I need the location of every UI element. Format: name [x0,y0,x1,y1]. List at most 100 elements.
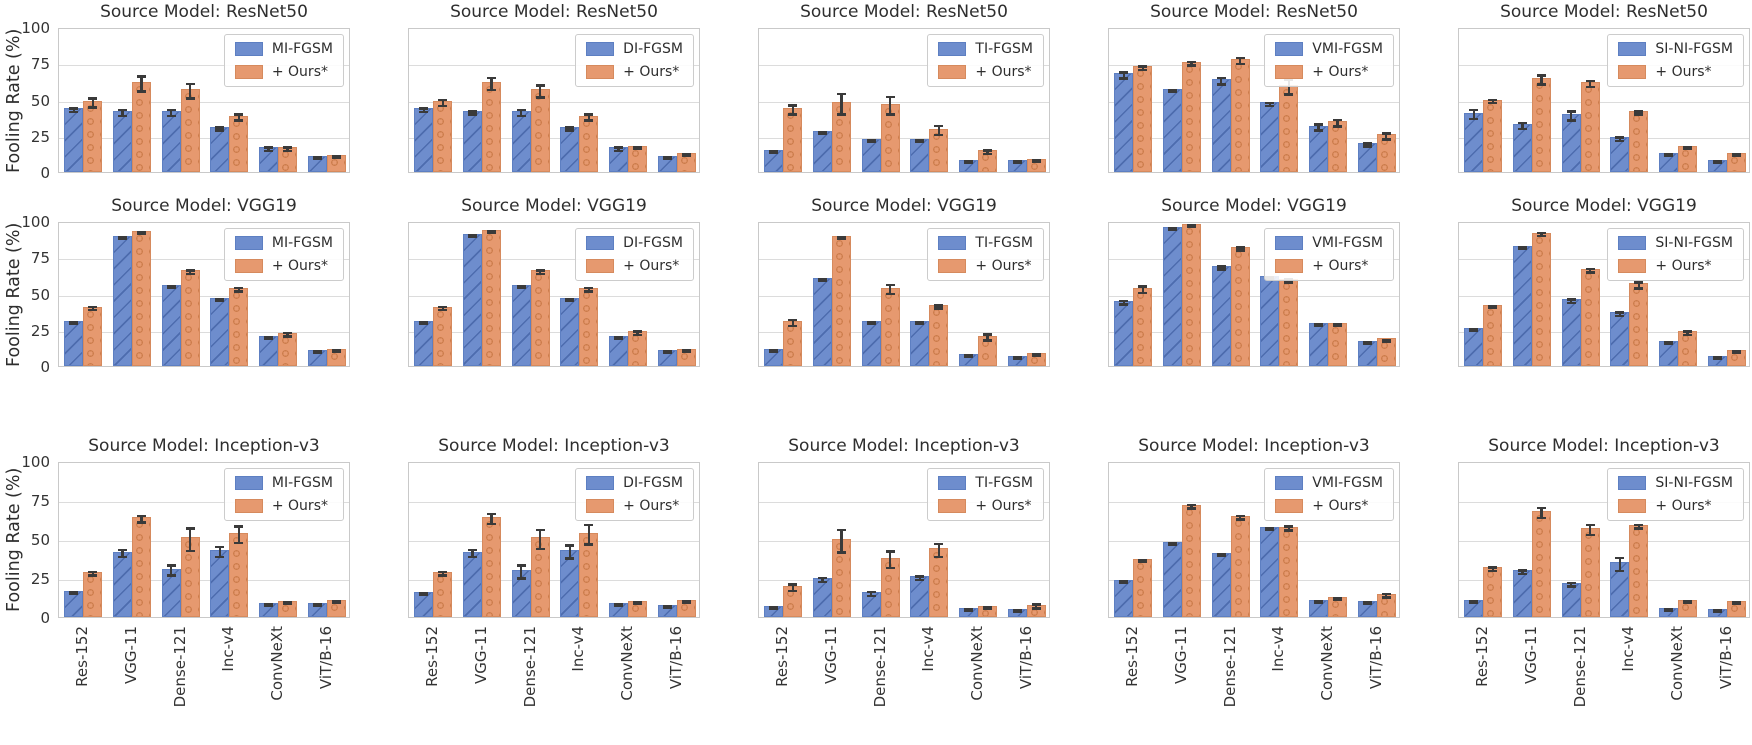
error-bar [419,107,429,114]
error-bar-cap-bottom [885,292,895,296]
error-bar [1566,110,1576,122]
error-bar-cap-top [633,330,642,333]
bar-baseline-Dense-121 [1211,266,1231,366]
gridline-25 [409,580,699,581]
error-bar-cap-top [1265,526,1275,529]
error-bar-cap-bottom [215,555,225,559]
x-tick-label: ConvNeXt [968,626,986,701]
legend-entry-ours: + Ours* [1618,498,1733,514]
bar-ours-Dense-121 [1580,268,1600,366]
bar-baseline-Res-152 [1464,112,1484,172]
bar-ours-Dense-121 [530,270,550,366]
error-bar-cap-top [681,599,691,603]
error-bar-cap-bottom [934,555,944,559]
error-bar-cap-top [88,570,98,574]
error-bar-cap-bottom [983,152,992,156]
error-bar-cap-top [614,603,623,606]
error-bar-cap-bottom [964,609,973,612]
x-tick-label: VGG-11 [472,626,490,685]
bar-ours-Inc-v4 [1629,111,1649,172]
bar-baseline-VGG-11 [813,131,832,172]
gridline-25 [1459,331,1749,333]
gridline-75 [1109,259,1399,261]
error-bar-line [169,108,173,118]
error-bar-cap-top [1731,601,1741,604]
error-bar-cap-top [818,576,827,580]
error-bar [1518,569,1527,576]
bar-ours-Inc-v4 [579,532,599,617]
error-bar-cap-bottom [915,322,925,325]
error-bar [516,284,526,289]
bar-baseline-VGG-11 [463,551,482,617]
gridline-50 [59,295,349,297]
error-bar-line [441,570,445,577]
error-bar-cap-top [1615,311,1625,314]
error-bar-cap-top [1314,123,1323,126]
x-tick-label: ViT/B-16 [1016,626,1035,690]
legend-entry-baseline: MI-FGSM [234,235,333,251]
error-bar [769,606,779,611]
bar-ours-ViT/B-16 [1726,350,1746,366]
y-axis-label: Fooling Rate (%) [4,467,24,613]
error-bar-cap-bottom [866,594,876,598]
error-bar-cap-top [419,321,429,324]
error-bar-cap-bottom [964,355,973,359]
error-bar-cap-bottom [166,114,176,118]
error-bar [419,592,429,596]
x-tick-label: ConvNeXt [268,626,286,701]
subplot-title: Source Model: ResNet50 [1500,2,1708,22]
error-bar-cap-top [1216,265,1226,268]
error-bar-cap-bottom [419,110,429,114]
error-bar-cap-bottom [818,580,827,584]
error-bar-cap-bottom [1731,602,1741,606]
error-bar-cap-top [681,348,691,352]
error-bar-cap-top [331,348,341,352]
legend: VMI-FGSM + Ours* [1264,468,1394,521]
error-bar-line [286,331,289,338]
error-bar-cap-bottom [1138,291,1148,295]
plot-area: MI-FGSM + Ours* [58,462,350,618]
error-bar-line [1569,298,1573,305]
error-bar-cap-bottom [88,308,98,312]
error-bar-cap-top [1585,267,1595,271]
legend-swatch-baseline [234,236,263,250]
legend-swatch-baseline [938,476,967,490]
error-bar-line [568,126,572,132]
error-bar-cap-top [769,348,779,352]
error-bar [662,156,672,161]
bar-ours-VGG-11 [482,517,501,617]
error-bar-line [490,512,493,526]
error-bar [1012,355,1022,360]
bar-baseline-Res-152 [1114,579,1134,617]
error-bar-cap-top [866,321,876,324]
x-tick-label: Res-152 [773,626,792,687]
error-bar-cap-bottom [283,149,292,153]
error-bar-cap-top [818,277,827,280]
error-bar [88,97,98,109]
error-bar [137,231,146,236]
bar-baseline-Dense-121 [511,284,531,366]
legend-label-ours: + Ours* [975,258,1032,274]
error-bar-cap-bottom [1216,268,1226,271]
error-bar [1031,352,1041,357]
error-bar-cap-bottom [614,604,623,607]
legend-label-ours: + Ours* [623,258,680,274]
error-bar [1168,542,1177,547]
x-tick-label: Dense-121 [1220,626,1239,708]
legend-swatch-ours [234,259,263,273]
error-bar-cap-bottom [1138,560,1148,564]
legend-entry-ours: + Ours* [938,258,1033,274]
error-bar-cap-top [468,110,477,113]
error-bar [1664,153,1673,158]
error-bar-cap-top [487,229,496,233]
bar-ours-ViT/B-16 [676,348,696,366]
error-bar-cap-bottom [166,574,176,577]
legend-label-ours: + Ours* [1312,498,1369,514]
error-bar [487,229,496,234]
bar-baseline-Dense-121 [1561,299,1581,366]
error-bar-cap-bottom [1012,161,1022,165]
error-bar [885,550,895,570]
error-bar-line [188,527,192,552]
error-bar-cap-bottom [1381,138,1391,141]
error-bar [788,318,798,328]
